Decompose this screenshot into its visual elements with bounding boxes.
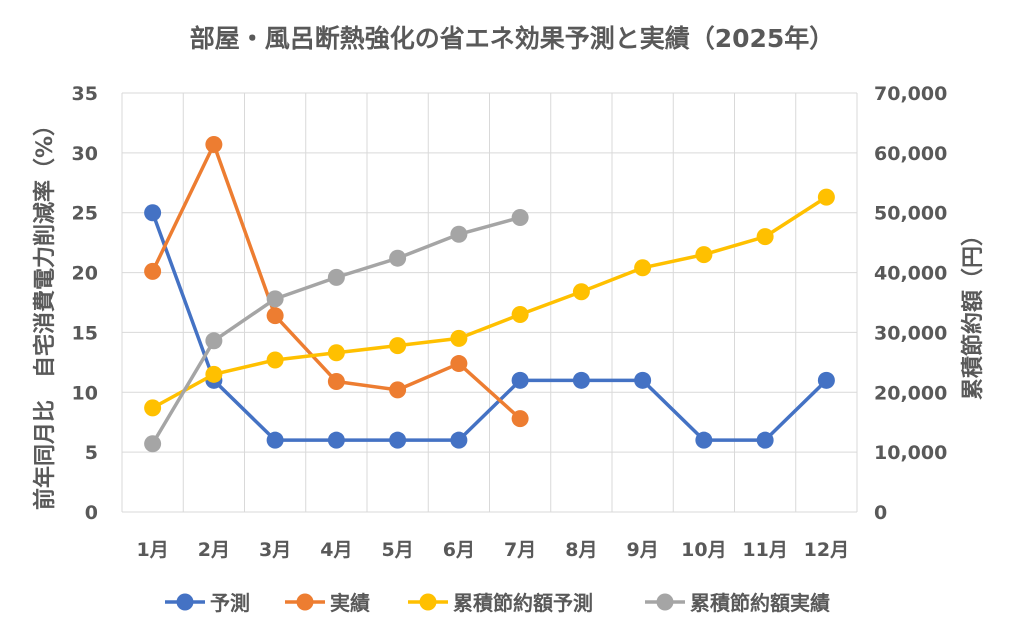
left-axis-tick-label: 0 [85,502,98,524]
right-axis-tick-label: 20,000 [874,382,947,404]
x-axis-tick-label: 1月 [137,539,169,561]
left-axis-tick-label: 15 [72,322,98,344]
data-point [450,329,468,347]
left-axis-tick-label: 30 [72,143,98,165]
legend-item: 累積節約額予測 [408,591,593,615]
series-line [151,215,521,445]
right-axis-tick-label: 0 [874,502,887,524]
data-point [695,246,713,264]
data-point [327,344,345,362]
data-point [756,431,774,449]
data-point [572,371,590,389]
legend-marker [419,593,437,611]
data-point [266,290,284,308]
data-point [389,249,407,267]
right-axis-tick-label: 40,000 [874,263,947,285]
data-point [756,228,774,246]
chart-title: 部屋・風呂断熱強化の省エネ効果予測と実績（2025年） [190,24,835,53]
x-axis-tick-label: 10月 [681,539,726,561]
left-axis-ticks: 0 5 10 15 20 25 30 35 [72,83,98,524]
data-point [389,337,407,355]
data-point [205,135,223,153]
data-point [389,431,407,449]
x-axis-tick-label: 9月 [627,539,659,561]
x-axis-ticks: 1月 2月 3月 4月 5月 6月 7月 8月 9月 10月 11月 12月 [137,539,850,561]
legend-label: 予測 [210,591,250,615]
right-axis-tick-label: 70,000 [874,83,947,105]
series-累積節約額予測 [144,188,835,417]
left-axis-title: 前年同月比 自宅消費電力削減率（%） [32,114,58,510]
legend-item: 累積節約額実績 [645,591,830,615]
data-point [450,225,468,243]
x-axis-tick-label: 3月 [259,539,291,561]
data-point [327,268,345,286]
left-axis-tick-label: 5 [85,442,98,464]
data-point [389,381,407,399]
x-axis-tick-label: 6月 [443,539,475,561]
data-point [144,435,162,453]
data-point [266,307,284,325]
x-axis-tick-label: 2月 [198,539,230,561]
left-axis-tick-label: 10 [72,382,98,404]
right-axis-title: 累積節約額（円） [960,224,986,400]
data-point [511,305,529,323]
data-point [205,332,223,350]
series-累積節約額実績 [144,209,529,453]
legend-item: 予測 [165,591,250,615]
data-point [817,188,835,206]
data-point [327,373,345,391]
legend-item: 実績 [285,591,370,615]
data-point [511,371,529,389]
left-axis-tick-label: 35 [72,83,98,105]
data-point [144,262,162,280]
data-point [511,410,529,428]
data-point [817,371,835,389]
data-point [634,259,652,277]
data-point [572,283,590,301]
data-point [266,351,284,369]
data-point [450,431,468,449]
gridlines [121,92,858,513]
series-line [150,212,828,442]
legend-label: 実績 [330,591,370,615]
x-axis-tick-label: 4月 [320,539,352,561]
data-point [205,365,223,383]
legend: 予測 実績 累積節約額予測 累積節約額実績 [165,591,830,615]
x-axis-tick-label: 7月 [504,539,536,561]
right-axis-tick-label: 60,000 [874,143,947,165]
right-axis-tick-label: 50,000 [874,203,947,225]
series-実績 [144,135,529,428]
data-point [327,431,345,449]
legend-marker [176,593,194,611]
x-axis-tick-label: 5月 [382,539,414,561]
data-point [450,355,468,373]
data-point [266,431,284,449]
left-axis-tick-label: 20 [72,263,98,285]
data-point [144,204,162,222]
right-axis-tick-label: 10,000 [874,442,947,464]
legend-marker [296,593,314,611]
legend-label: 累積節約額実績 [690,591,830,615]
legend-label: 累積節約額予測 [453,591,593,615]
series-line [151,195,828,410]
x-axis-tick-label: 11月 [742,539,787,561]
series-layer [144,135,835,453]
right-axis-tick-label: 30,000 [874,322,947,344]
data-point [144,399,162,417]
legend-marker [656,593,674,611]
data-point [634,371,652,389]
x-axis-tick-label: 12月 [804,539,849,561]
left-axis-tick-label: 25 [72,203,98,225]
data-point [695,431,713,449]
x-axis-tick-label: 8月 [565,539,597,561]
right-axis-ticks: 0 10,000 20,000 30,000 40,000 50,000 60,000 70,… [874,83,947,524]
data-point [511,209,529,227]
